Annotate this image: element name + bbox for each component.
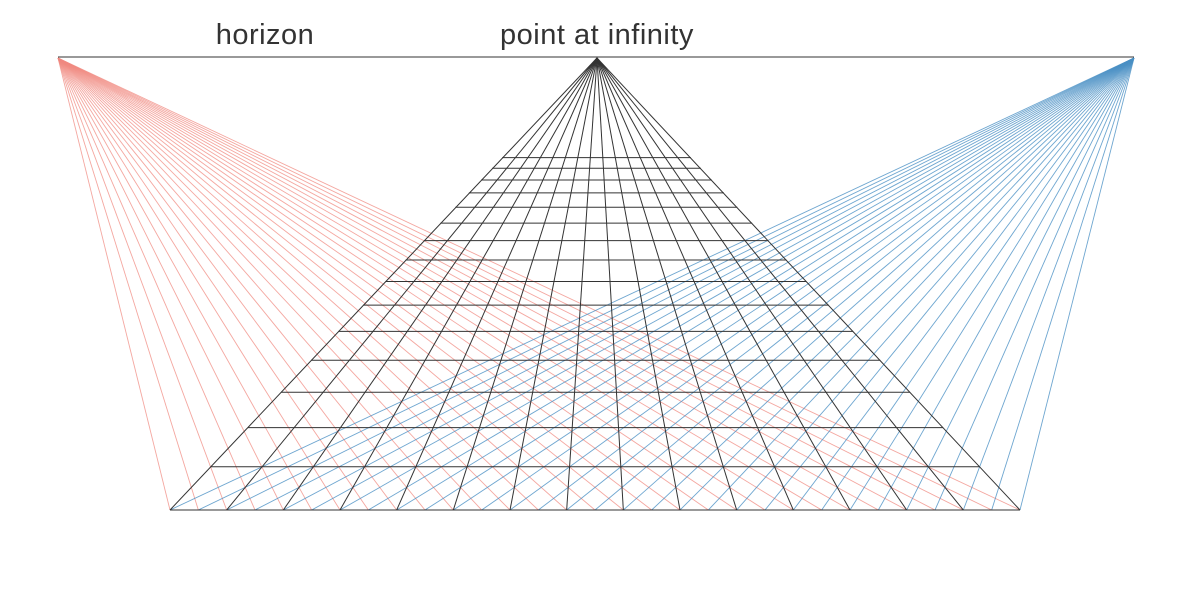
right-diagonal-line xyxy=(962,57,1135,511)
receding-grid-line xyxy=(452,57,598,511)
right-diagonal-line xyxy=(566,57,1135,511)
receding-grid-line xyxy=(596,57,851,511)
right-diagonal-line xyxy=(821,57,1135,511)
left-diagonal-line xyxy=(57,57,737,511)
left-diagonal-line xyxy=(57,57,652,511)
left-diagonal-line xyxy=(57,57,794,511)
vanishing-point-label: point at infinity xyxy=(500,19,694,51)
right-diagonal-line xyxy=(339,57,1135,511)
left-diagonal-line xyxy=(57,57,596,511)
right-diagonal-line xyxy=(538,57,1135,511)
right-diagonal-line xyxy=(708,57,1135,511)
right-diagonal-line xyxy=(651,57,1135,511)
right-diagonal-line xyxy=(311,57,1135,511)
left-diagonal-line xyxy=(57,57,567,511)
right-diagonal-line xyxy=(792,57,1135,511)
receding-grid-line xyxy=(596,57,681,511)
left-diagonal-line xyxy=(57,57,199,511)
right-diagonal-line xyxy=(623,57,1135,511)
receding-grid-line xyxy=(566,57,598,511)
right-diagonal-line xyxy=(991,57,1135,511)
left-diagonal-line xyxy=(57,57,256,511)
right-diagonal-line xyxy=(1019,57,1135,511)
right-diagonal-line xyxy=(594,57,1135,511)
right-diagonal-line xyxy=(679,57,1135,511)
left-diagonal-line xyxy=(57,57,369,511)
left-diagonal-line xyxy=(57,57,171,511)
right-diagonal-line xyxy=(368,57,1135,511)
receding-grid-line xyxy=(226,57,598,511)
left-diagonal-line xyxy=(57,57,681,511)
left-diagonal-line xyxy=(57,57,398,511)
right-diagonal-line xyxy=(283,57,1135,511)
right-diagonal-line xyxy=(849,57,1135,511)
receding-grid-line xyxy=(596,57,1021,511)
receding-grid-line xyxy=(396,57,598,511)
left-diagonal-line xyxy=(57,57,313,511)
right-diagonal-line xyxy=(736,57,1135,511)
right-diagonal-line xyxy=(509,57,1135,511)
right-diagonal-line xyxy=(198,57,1135,511)
left-diagonal-line xyxy=(57,57,426,511)
receding-grid-line xyxy=(282,57,598,511)
left-diagonal-line xyxy=(57,57,964,511)
left-diagonal-line xyxy=(57,57,228,511)
left-diagonal-line xyxy=(57,57,482,511)
receding-grid-line xyxy=(596,57,908,511)
left-diagonal-line xyxy=(57,57,907,511)
left-diagonal-line xyxy=(57,57,341,511)
left-diagonal-line xyxy=(57,57,851,511)
receding-grid-line xyxy=(596,57,624,511)
receding-grid-line xyxy=(509,57,598,511)
right-diagonal-line xyxy=(254,57,1135,511)
right-diagonal-line xyxy=(764,57,1135,511)
left-diagonal-line xyxy=(57,57,454,511)
horizon-label: horizon xyxy=(216,19,315,51)
left-diagonal-line xyxy=(57,57,624,511)
left-diagonal-line xyxy=(57,57,284,511)
right-diagonal-line xyxy=(396,57,1135,511)
receding-grid-line xyxy=(596,57,964,511)
left-diagonal-fan xyxy=(57,57,1021,511)
right-diagonal-fan xyxy=(169,57,1135,511)
right-diagonal-line xyxy=(424,57,1135,511)
left-diagonal-line xyxy=(57,57,511,511)
left-diagonal-line xyxy=(57,57,1021,511)
right-diagonal-line xyxy=(906,57,1135,511)
right-diagonal-line xyxy=(169,57,1135,511)
receding-grid-line xyxy=(596,57,794,511)
right-diagonal-line xyxy=(877,57,1135,511)
left-diagonal-line xyxy=(57,57,539,511)
right-diagonal-line xyxy=(226,57,1135,511)
receding-grid-line xyxy=(339,57,598,511)
right-diagonal-line xyxy=(453,57,1135,511)
right-diagonal-line xyxy=(934,57,1135,511)
receding-grid-line xyxy=(596,57,738,511)
perspective-grid xyxy=(169,57,1021,511)
receding-grid-line xyxy=(169,57,598,511)
